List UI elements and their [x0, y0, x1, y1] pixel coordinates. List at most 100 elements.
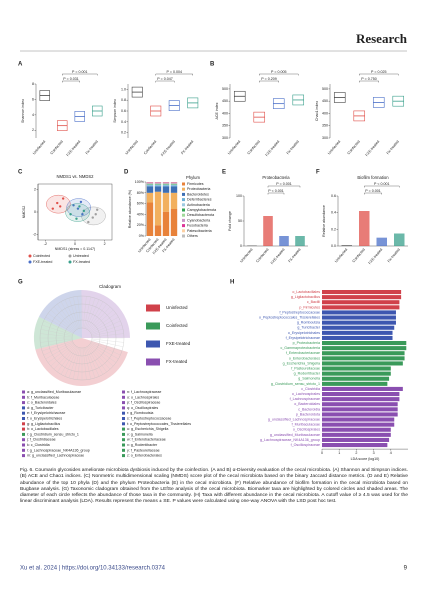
clade-branch — [50, 309, 75, 332]
clade-branch — [89, 309, 114, 332]
y-tick-label: 500 — [222, 87, 228, 91]
journal-header: Research — [356, 31, 408, 46]
clade-branch — [73, 296, 81, 329]
lda-bar — [322, 407, 398, 412]
taxon-label: g_Escherichia_Shigella — [283, 361, 320, 365]
x-tick-label: 0 — [74, 242, 76, 246]
key-label: n: f_Lachnospiraceae — [127, 390, 161, 394]
key-label: b: f_Muribaculaceae — [27, 395, 59, 399]
p-value: P = 0.001 — [276, 182, 291, 186]
point — [79, 200, 83, 204]
taxon-label: g_unclassified_Lachnospiraceae — [268, 417, 320, 421]
key-label: c: o_Bacteroidales — [27, 401, 57, 405]
x-tick-label: Uninfected — [327, 140, 341, 156]
clade-sector — [81, 290, 130, 338]
y-tick-label: 0.8 — [121, 98, 126, 102]
lda-bar — [322, 422, 395, 427]
x-tick-label: 0 — [321, 451, 323, 455]
stack-segment — [162, 186, 170, 193]
lda-bar — [322, 371, 391, 376]
y-tick-label: 400 — [222, 111, 228, 115]
clade-branch — [84, 298, 96, 329]
clade-branch — [47, 343, 74, 363]
p-bracket — [155, 80, 175, 83]
key-label: y: f_Pasteurellaceae — [127, 448, 160, 452]
bar — [263, 216, 273, 246]
taxon-label: o_Oscillospirales — [293, 428, 320, 432]
p-bracket — [155, 73, 193, 76]
key-label: i: g_Clostridium_sensu_stricto_1 — [27, 432, 79, 436]
clade-branch — [45, 342, 74, 360]
y-tick-label: -2 — [33, 232, 36, 236]
legend-label: Uninfected — [166, 305, 188, 310]
y-tick-label: 400 — [322, 111, 328, 115]
legend-swatch — [68, 254, 72, 258]
stack-segment — [154, 184, 162, 185]
clade-branch — [90, 316, 119, 334]
y-axis-label: Fold change — [228, 211, 232, 231]
stack-segment — [154, 185, 162, 187]
lda-bar — [322, 330, 393, 335]
clade-branch — [43, 341, 73, 356]
clade-branch — [40, 338, 73, 343]
y-tick-label: 350 — [322, 124, 328, 128]
clade-branch — [88, 306, 111, 331]
clade-branch — [91, 324, 122, 336]
key-label: f: o_Erysipelotrichales — [27, 416, 62, 420]
y-tick-label: 20% — [137, 223, 145, 227]
lda-bar — [322, 315, 396, 320]
legend-label: Untreated — [73, 254, 89, 258]
clade-branch — [85, 347, 100, 377]
clade-branch — [82, 296, 87, 329]
legend-swatch — [182, 213, 185, 217]
taxon-label: g_unclassified_Muribaculaceae — [270, 433, 320, 437]
clade-branch — [91, 329, 124, 337]
stack-segment — [154, 182, 162, 184]
key-label: p: f_Oscillospiraceae — [127, 401, 160, 405]
stack-segment — [162, 211, 170, 236]
taxon-label: o_Lachnospirales — [292, 392, 320, 396]
legend-swatch — [28, 260, 32, 264]
group-ellipse — [81, 206, 106, 226]
x-tick-label: FXE-treated — [66, 140, 82, 157]
taxon-label: g_Clostridium_sensu_stricto_1 — [271, 382, 320, 386]
stack-segment — [146, 183, 154, 185]
lda-bar — [322, 443, 388, 448]
clade-branch — [64, 347, 79, 377]
key-label: q: o_Oscillospirales — [127, 406, 158, 410]
lda-bar — [322, 437, 390, 442]
y-tick-label: 0.4 — [121, 120, 126, 124]
legend-label: Proteobacteria — [187, 187, 210, 191]
legend-label: FXE-treated — [166, 341, 191, 346]
taxon-label: g_Lachnospiraceae_NK4A136_group — [260, 438, 320, 442]
clade-branch — [91, 333, 124, 338]
bar — [295, 236, 305, 246]
key-swatch — [22, 406, 25, 410]
clade-branch — [91, 340, 122, 352]
key-label: s: f_Peptostreptococcaceae — [127, 416, 171, 420]
lda-bar — [322, 397, 400, 402]
lda-bar — [322, 325, 395, 330]
legend-label: Others — [187, 234, 198, 238]
y-tick-label: 300 — [322, 136, 328, 140]
clade-branch — [73, 347, 81, 380]
clade-branch — [42, 340, 73, 352]
stack-segment — [146, 184, 154, 186]
key-swatch — [22, 448, 25, 452]
p-value: P = 0.004 — [167, 70, 182, 74]
key-swatch — [22, 443, 25, 447]
clade-branch — [40, 339, 73, 347]
key-swatch — [22, 432, 25, 436]
key-swatch — [122, 406, 125, 410]
lda-bar — [322, 300, 400, 305]
key-swatch — [122, 401, 125, 405]
lda-bar — [322, 366, 391, 371]
stack-segment — [154, 184, 162, 186]
taxon-label: g_Ligilactobacillus — [291, 295, 320, 299]
clade-branch — [87, 346, 107, 373]
p-bracket — [359, 80, 379, 83]
taxon-label: f_Erysipelotrichaceae — [286, 336, 320, 340]
x-tick-label: Coinfected — [352, 248, 366, 264]
legend-swatch — [182, 198, 185, 202]
y-tick-label: 450 — [322, 99, 328, 103]
